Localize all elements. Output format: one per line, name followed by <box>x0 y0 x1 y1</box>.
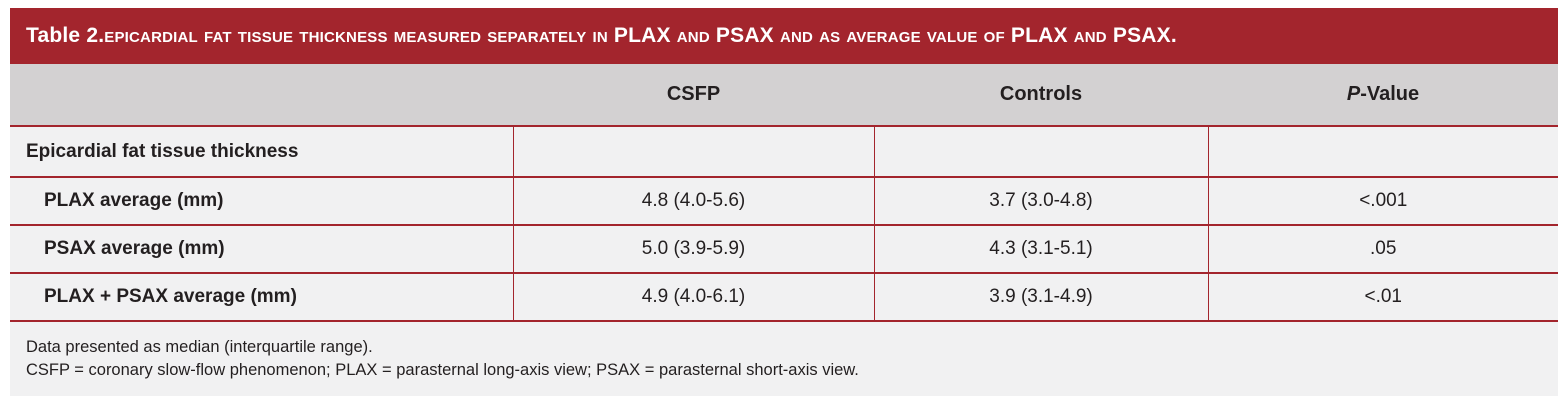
title-part: and <box>1067 24 1113 47</box>
title-part: PSAX <box>1112 24 1171 47</box>
row-label: PLAX average (mm) <box>10 177 513 226</box>
title-part: . <box>1170 24 1177 47</box>
p-value: <.01 <box>1207 273 1558 322</box>
table-notes: Data presented as median (interquartile … <box>10 322 1558 382</box>
table-title-prefix: Table 2. <box>26 24 105 47</box>
controls-value: 3.9 (3.1-4.9) <box>873 273 1208 322</box>
header-row: CSFP Controls P-Value <box>10 64 1558 126</box>
table-row: PLAX + PSAX average (mm) 4.9 (4.0-6.1) 3… <box>10 273 1558 322</box>
group-label: Epicardial fat tissue thickness <box>10 125 513 178</box>
row-label: PSAX average (mm) <box>10 225 513 274</box>
p-value: <.001 <box>1207 177 1558 226</box>
note-line: Data presented as median (interquartile … <box>26 338 373 356</box>
title-part: and <box>670 24 716 47</box>
group-empty-p <box>1207 125 1558 178</box>
p-value: .05 <box>1207 225 1558 274</box>
header-label-cell <box>10 64 513 126</box>
controls-value: 3.7 (3.0-4.8) <box>873 177 1208 226</box>
header-p-value: P-Value <box>1208 64 1558 126</box>
header-p-letter: P <box>1346 83 1361 105</box>
header-controls: Controls <box>999 83 1083 105</box>
group-row: Epicardial fat tissue thickness <box>10 125 1558 178</box>
title-part: PSAX <box>715 24 774 47</box>
csfp-value: 4.8 (4.0-5.6) <box>512 177 874 226</box>
title-part: and as average value of <box>773 24 1011 47</box>
controls-value: 4.3 (3.1-5.1) <box>873 225 1208 274</box>
title-part: PLAX <box>613 24 671 47</box>
table-panel: Table 2. epicardial fat tissue thickness… <box>10 8 1558 396</box>
row-label: PLAX + PSAX average (mm) <box>10 273 513 322</box>
csfp-value: 5.0 (3.9-5.9) <box>512 225 874 274</box>
csfp-value: 4.9 (4.0-6.1) <box>512 273 874 322</box>
header-p-suffix: -Value <box>1360 83 1420 105</box>
table-title-text: epicardial fat tissue thickness measured… <box>104 24 1177 48</box>
header-csfp: CSFP <box>666 83 721 105</box>
title-part: epicardial fat tissue thickness measured… <box>104 24 614 47</box>
group-empty-csfp <box>512 125 874 178</box>
data-table: CSFP Controls P-Value Epicardial fat tis… <box>10 64 1558 322</box>
group-empty-controls <box>873 125 1208 178</box>
table-row: PSAX average (mm) 5.0 (3.9-5.9) 4.3 (3.1… <box>10 225 1558 274</box>
note-line: CSFP = coronary slow-flow phenomenon; PL… <box>26 361 859 379</box>
title-part: PLAX <box>1010 24 1068 47</box>
table-row: PLAX average (mm) 4.8 (4.0-5.6) 3.7 (3.0… <box>10 177 1558 226</box>
table-title: Table 2. epicardial fat tissue thickness… <box>10 8 1558 64</box>
